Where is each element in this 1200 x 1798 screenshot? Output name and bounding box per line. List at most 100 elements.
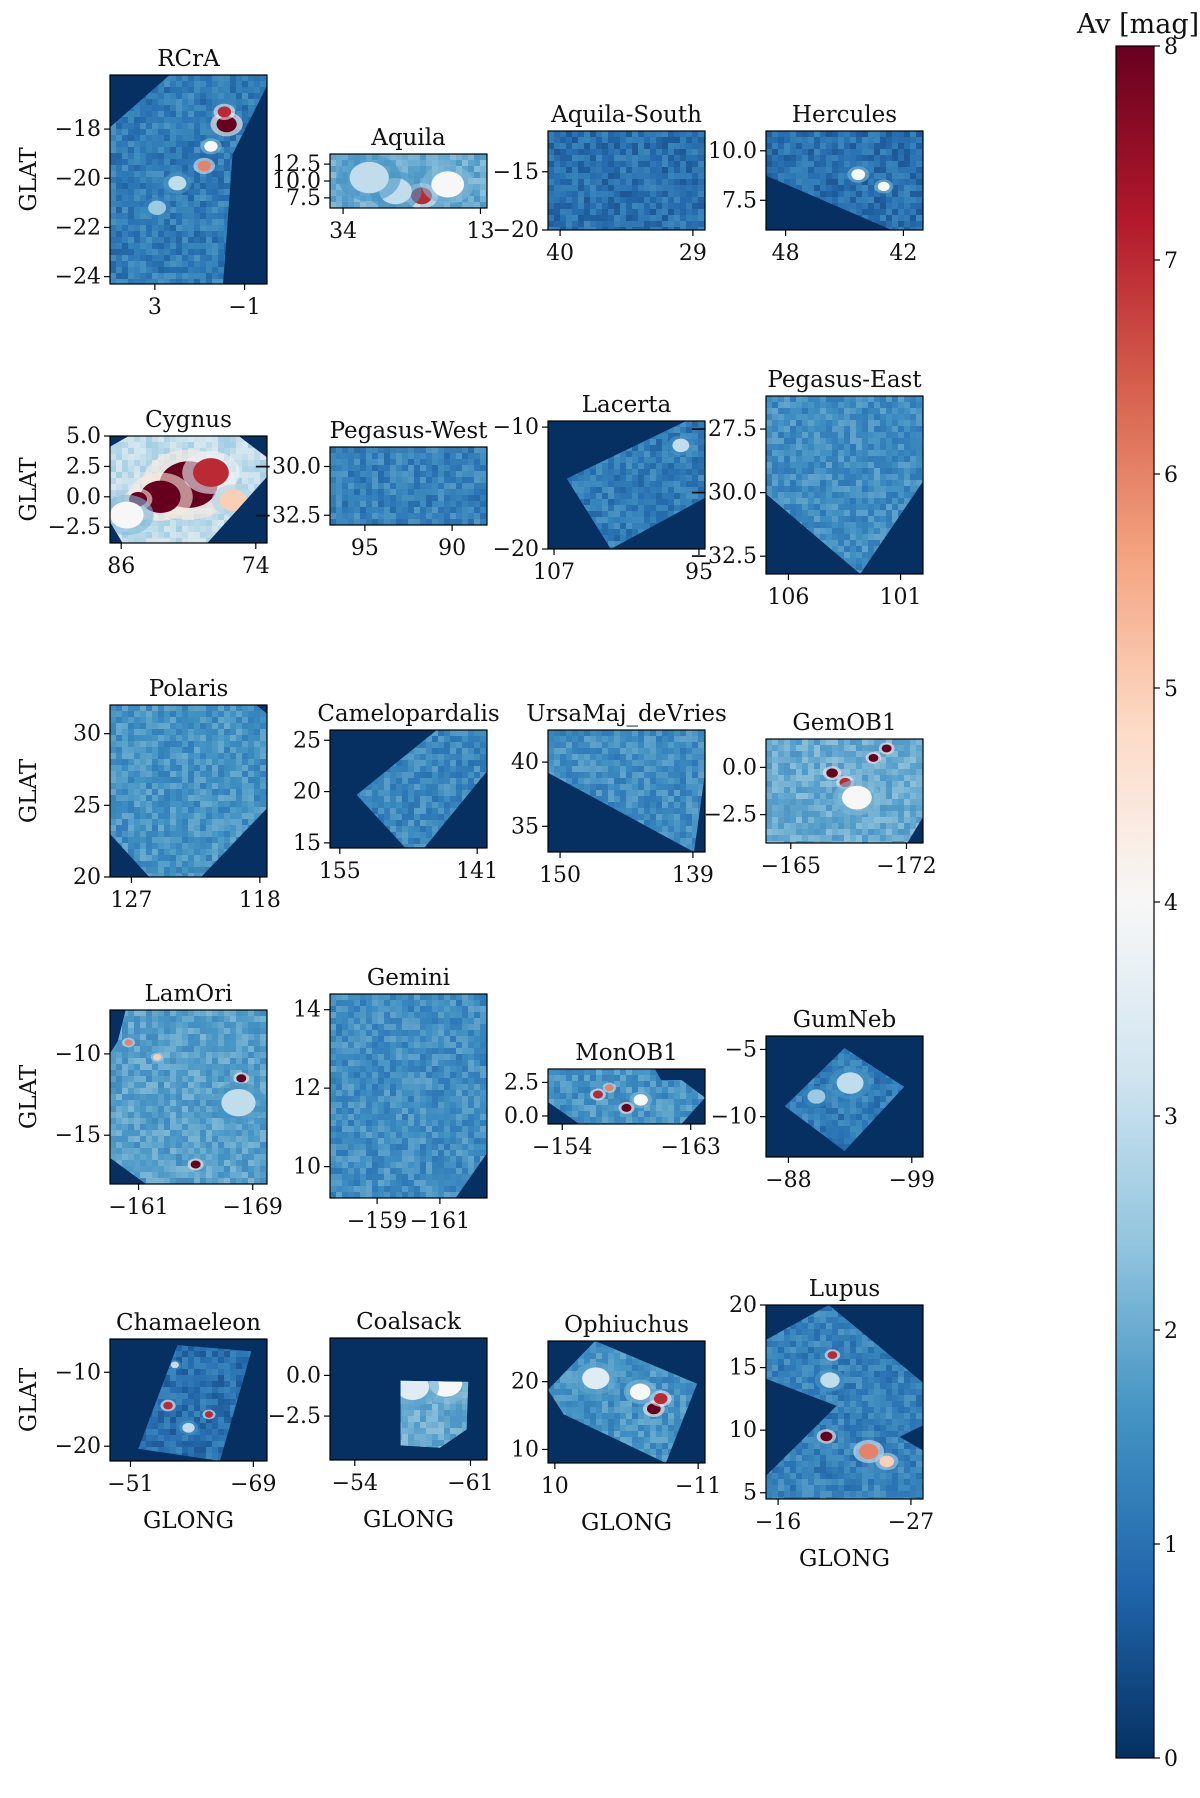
panel-title: LamOri (144, 981, 232, 1007)
y-tick-label: −20 (493, 537, 539, 562)
cloud-core (851, 169, 866, 181)
x-tick-label: 95 (351, 536, 379, 561)
x-tick-label: −163 (661, 1135, 721, 1160)
panel-coalsack: Coalsack −54 −61 0.0 −2.5 GLONG (268, 1309, 494, 1533)
x-tick-label: 90 (438, 536, 466, 561)
panel-title: MonOB1 (575, 1040, 678, 1066)
cloud-core (197, 160, 211, 172)
x-tick-label: −159 (347, 1209, 407, 1234)
cloud-core (148, 200, 167, 215)
x-tick-label: 155 (319, 859, 361, 884)
colorbar-tick-label: 3 (1164, 1105, 1178, 1130)
y-tick-label: 10.0 (272, 169, 321, 194)
panel-title: RCrA (157, 46, 220, 72)
cloud-core (192, 458, 229, 487)
cloud-core (582, 1367, 610, 1390)
colorbar-title: Av [mag] (1076, 9, 1199, 40)
panel-title: Polaris (149, 676, 229, 702)
x-tick-label: −161 (410, 1209, 470, 1234)
axes-frame (547, 1068, 706, 1125)
x-axis-label: GLONG (363, 1507, 454, 1533)
cloud-core (140, 480, 181, 513)
cloud-core (124, 1039, 133, 1046)
cloud-core (672, 438, 690, 453)
cloud-core (836, 1072, 864, 1094)
cloud-core (879, 1455, 895, 1468)
cloud-core (621, 1103, 632, 1112)
x-tick-label: 95 (685, 560, 713, 585)
y-tick-label: 12.5 (272, 152, 321, 177)
av-map (766, 739, 923, 843)
y-tick-label: −24 (55, 265, 101, 290)
cloud-core (592, 1090, 603, 1099)
x-tick-label: 34 (329, 219, 357, 244)
y-tick-label: −10 (711, 1105, 757, 1130)
panel-rcra: RCrA 3 −1 −18 −20 −22 −24 GLAT (16, 46, 268, 320)
y-tick-label: 5.0 (66, 424, 101, 449)
y-tick-label: −20 (55, 166, 101, 191)
cloud-core (163, 1401, 173, 1410)
y-tick-label: −2.5 (268, 1404, 321, 1429)
x-tick-label: 86 (107, 554, 135, 579)
axes-frame (329, 446, 488, 526)
x-tick-label: −88 (765, 1168, 811, 1193)
panel-title: Coalsack (356, 1309, 462, 1335)
axes-frame (547, 130, 706, 231)
x-tick-label: 10 (541, 1474, 569, 1499)
x-axis-label: GLONG (143, 1508, 234, 1534)
y-tick-label: 12 (293, 1076, 321, 1101)
x-tick-label: −61 (447, 1471, 493, 1496)
panel-title: GemOB1 (792, 710, 896, 736)
y-tick-label: 35 (511, 814, 539, 839)
y-axis-label: GLAT (16, 457, 42, 522)
y-axis-label: GLAT (16, 758, 42, 823)
cloud-core (807, 1089, 826, 1104)
cloud-core (170, 1361, 179, 1369)
av-map (330, 447, 487, 525)
panel-hercules: Hercules 48 42 10.0 7.5 (708, 102, 924, 266)
cloud-core (826, 768, 838, 778)
cloud-core (221, 1088, 256, 1117)
panel-title: Camelopardalis (317, 701, 499, 727)
cloud-core (827, 1351, 838, 1359)
y-tick-label: 0.0 (722, 755, 757, 780)
y-tick-label: −10 (493, 415, 539, 440)
x-tick-label: −154 (532, 1135, 592, 1160)
panel-title: Chamaeleon (116, 1310, 261, 1336)
axes-frame (765, 1035, 924, 1158)
colorbar: 0 1 2 3 4 5 6 7 8Av [mag] (1076, 9, 1199, 1772)
panel-pegasus-west: Pegasus-West 95 90 −30.0 −32.5 (254, 418, 489, 561)
av-map (110, 1010, 267, 1184)
cloud-core (877, 181, 890, 192)
y-tick-label: 15 (729, 1356, 757, 1381)
axes-frame (547, 729, 706, 853)
axes-frame (547, 1340, 706, 1464)
panel-ursamaj-devries: UrsaMaj_deVries 150 139 40 35 (511, 701, 727, 888)
panel-title: Aquila-South (550, 102, 702, 128)
x-tick-label: −16 (755, 1510, 801, 1535)
x-tick-label: −172 (876, 854, 936, 879)
axes-frame (329, 729, 488, 849)
y-tick-label: 7.5 (722, 188, 757, 213)
x-tick-label: 118 (239, 888, 281, 913)
panel-monob1: MonOB1 −154 −163 2.5 0.0 (504, 1040, 721, 1160)
y-tick-label: −10 (55, 1360, 101, 1385)
cloud-core (216, 116, 237, 133)
cloud-core (633, 1094, 648, 1106)
y-tick-label: 25 (293, 728, 321, 753)
cloud-core (431, 171, 465, 198)
axes-frame (765, 1304, 924, 1500)
panel-polaris: Polaris 127 118 30 25 20 GLAT (16, 676, 281, 913)
x-tick-label: −1 (228, 295, 260, 320)
x-axis-label: GLONG (581, 1510, 672, 1536)
x-tick-label: −54 (332, 1471, 378, 1496)
x-tick-label: 106 (767, 585, 809, 610)
cloud-core (400, 1380, 430, 1401)
x-tick-label: 107 (533, 560, 575, 585)
av-map (330, 154, 487, 208)
cloud-core (190, 1160, 201, 1169)
y-tick-label: −2.5 (48, 515, 101, 540)
panel-lacerta: Lacerta 107 95 −10 −20 (493, 392, 713, 585)
axes-frame (109, 1009, 268, 1185)
x-tick-label: −165 (761, 854, 821, 879)
